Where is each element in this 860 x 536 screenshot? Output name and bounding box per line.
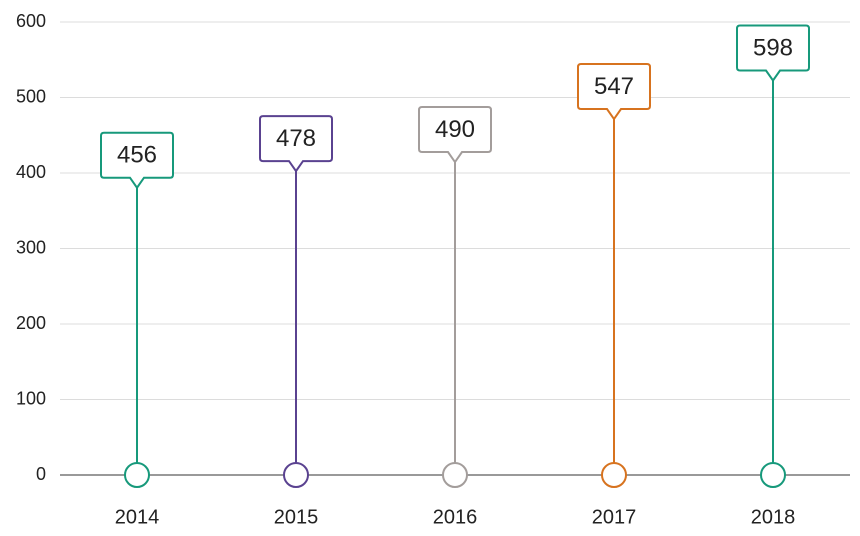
x-tick-label: 2018 [751, 506, 796, 528]
y-tick-label: 200 [16, 313, 46, 333]
x-tick-label: 2014 [115, 506, 160, 528]
value-label: 456 [117, 142, 157, 169]
y-tick-label: 0 [36, 464, 46, 484]
x-tick-label: 2016 [433, 506, 478, 528]
value-label: 598 [753, 34, 793, 61]
x-tick-label: 2015 [274, 506, 319, 528]
callout-box [577, 63, 651, 121]
y-tick-label: 600 [16, 11, 46, 31]
y-tick-label: 100 [16, 388, 46, 408]
x-tick-label: 2017 [592, 506, 637, 528]
value-label: 547 [594, 73, 634, 100]
value-label: 490 [435, 116, 475, 143]
y-tick-label: 300 [16, 237, 46, 257]
base-marker [601, 462, 627, 488]
base-marker [283, 462, 309, 488]
callout-box [418, 106, 492, 164]
y-tick-label: 400 [16, 162, 46, 182]
value-label: 478 [276, 125, 316, 152]
base-marker [760, 462, 786, 488]
y-tick-label: 500 [16, 86, 46, 106]
base-marker [124, 462, 150, 488]
callout-box [736, 24, 810, 83]
callout-box [100, 131, 174, 190]
base-marker [442, 462, 468, 488]
callout-box [259, 115, 333, 173]
